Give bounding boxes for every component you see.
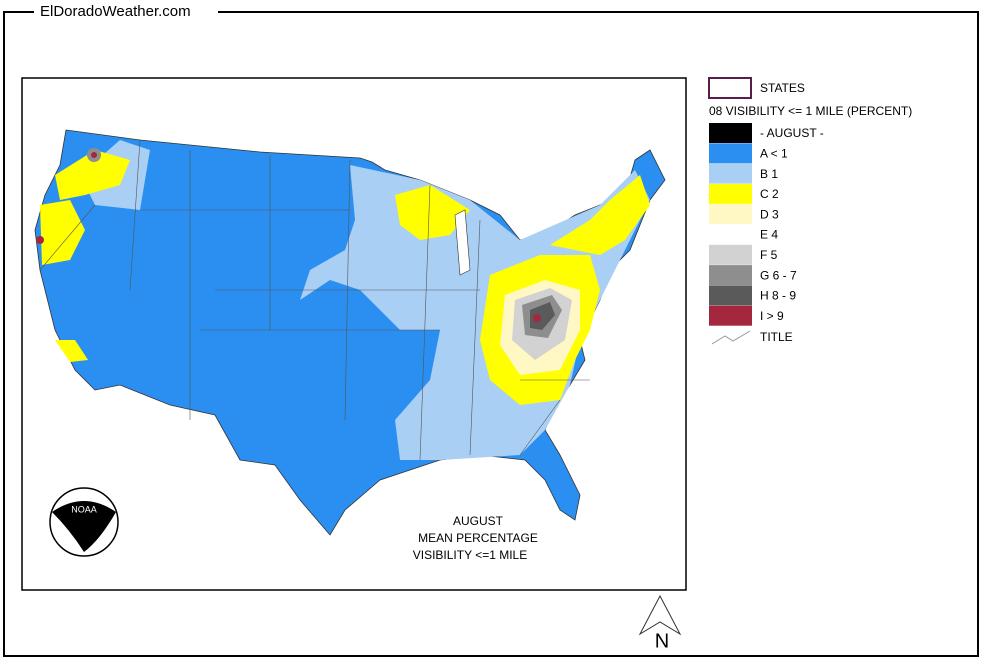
region-c-lakes	[395, 185, 470, 240]
legend-swatch	[709, 204, 752, 225]
title-symbol	[711, 330, 751, 345]
north-label: N	[655, 630, 669, 652]
map-caption: MEAN PERCENTAGE	[418, 531, 538, 545]
region-i-ca	[36, 236, 44, 244]
legend-swatch	[709, 143, 752, 164]
legend-swatch	[709, 265, 752, 286]
region-i-wa	[91, 152, 97, 158]
region-c-nw	[55, 150, 130, 200]
map-caption: VISIBILITY <=1 MILE	[413, 548, 528, 562]
legend-swatch	[709, 224, 752, 245]
legend-label: B 1	[760, 167, 778, 181]
legend-layer-title: 08 VISIBILITY <= 1 MILE (PERCENT)	[709, 104, 912, 118]
logo-text: NOAA	[71, 504, 97, 514]
legend-label: A < 1	[760, 146, 788, 160]
legend-label: - AUGUST -	[760, 126, 824, 140]
legend-label: C 2	[760, 187, 779, 201]
state-lines	[39, 139, 590, 461]
legend-label: G 6 - 7	[760, 268, 797, 282]
legend-swatch	[709, 163, 752, 184]
legend-swatch	[709, 244, 752, 265]
region-h	[530, 302, 555, 330]
region-c-socal	[55, 340, 88, 362]
legend-label: D 3	[760, 207, 779, 221]
region-c-coast	[40, 200, 85, 265]
map-caption: AUGUST	[453, 514, 504, 528]
logo-bird	[52, 501, 116, 552]
title-backdrop	[34, 2, 218, 22]
region-c-ne	[550, 175, 650, 255]
legend-swatch	[709, 123, 752, 143]
legend-label: E 4	[760, 228, 778, 242]
legend-label: I > 9	[760, 309, 784, 323]
noaa-logo: NOAA	[49, 487, 119, 557]
states-swatch	[708, 77, 752, 99]
legend-swatch	[709, 305, 752, 326]
legend-label: TITLE	[760, 330, 793, 344]
map	[34, 129, 666, 536]
site-title: ElDoradoWeather.com	[40, 3, 191, 20]
legend: STATES 08 VISIBILITY <= 1 MILE (PERCENT)…	[708, 77, 912, 345]
outer-frame	[3, 11, 979, 657]
lake-michigan	[454, 209, 471, 276]
legend-label: H 8 - 9	[760, 289, 796, 303]
north-arrow	[638, 594, 682, 636]
legend-label: STATES	[760, 81, 805, 95]
region-i	[533, 314, 541, 322]
legend-swatch	[709, 183, 752, 204]
legend-label: F 5	[760, 248, 778, 262]
legend-swatch	[709, 285, 752, 306]
